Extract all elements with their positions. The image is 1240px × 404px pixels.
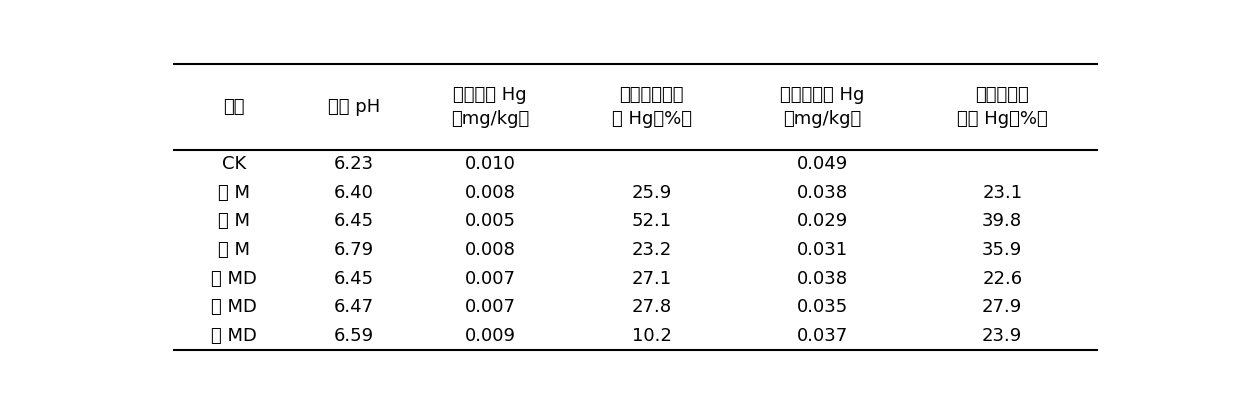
Text: 23.1: 23.1 bbox=[982, 184, 1022, 202]
Text: 27.9: 27.9 bbox=[982, 298, 1022, 316]
Text: 23.2: 23.2 bbox=[631, 241, 672, 259]
Text: 0.035: 0.035 bbox=[796, 298, 848, 316]
Text: 22.6: 22.6 bbox=[982, 270, 1022, 288]
Text: 土壤 pH: 土壤 pH bbox=[329, 98, 381, 116]
Text: 0.037: 0.037 bbox=[796, 327, 848, 345]
Text: 39.8: 39.8 bbox=[982, 213, 1022, 230]
Text: 低 MD: 低 MD bbox=[211, 270, 257, 288]
Text: 6.45: 6.45 bbox=[334, 270, 374, 288]
Text: 水稻籽粒 Hg
（mg/kg）: 水稻籽粒 Hg （mg/kg） bbox=[451, 86, 529, 128]
Text: 降低水稻籽粒
总 Hg（%）: 降低水稻籽粒 总 Hg（%） bbox=[611, 86, 692, 128]
Text: 降低土壤有
效态 Hg（%）: 降低土壤有 效态 Hg（%） bbox=[957, 86, 1048, 128]
Text: 0.008: 0.008 bbox=[465, 241, 516, 259]
Text: 0.029: 0.029 bbox=[796, 213, 848, 230]
Text: 0.005: 0.005 bbox=[465, 213, 516, 230]
Text: 6.40: 6.40 bbox=[335, 184, 374, 202]
Text: 0.038: 0.038 bbox=[797, 270, 848, 288]
Text: 6.23: 6.23 bbox=[334, 155, 374, 173]
Text: 23.9: 23.9 bbox=[982, 327, 1022, 345]
Text: 0.010: 0.010 bbox=[465, 155, 516, 173]
Text: 10.2: 10.2 bbox=[631, 327, 672, 345]
Text: 0.031: 0.031 bbox=[797, 241, 848, 259]
Text: 土壤有效态 Hg
（mg/kg）: 土壤有效态 Hg （mg/kg） bbox=[780, 86, 864, 128]
Text: CK: CK bbox=[222, 155, 247, 173]
Text: 0.038: 0.038 bbox=[797, 184, 848, 202]
Text: 低 M: 低 M bbox=[218, 184, 250, 202]
Text: 0.009: 0.009 bbox=[465, 327, 516, 345]
Text: 27.8: 27.8 bbox=[631, 298, 672, 316]
Text: 27.1: 27.1 bbox=[631, 270, 672, 288]
Text: 高 MD: 高 MD bbox=[211, 327, 257, 345]
Text: 52.1: 52.1 bbox=[631, 213, 672, 230]
Text: 中 MD: 中 MD bbox=[211, 298, 257, 316]
Text: 0.007: 0.007 bbox=[465, 270, 516, 288]
Text: 6.45: 6.45 bbox=[334, 213, 374, 230]
Text: 高 M: 高 M bbox=[218, 241, 250, 259]
Text: 0.008: 0.008 bbox=[465, 184, 516, 202]
Text: 6.79: 6.79 bbox=[334, 241, 374, 259]
Text: 35.9: 35.9 bbox=[982, 241, 1022, 259]
Text: 中 M: 中 M bbox=[218, 213, 250, 230]
Text: 处理: 处理 bbox=[223, 98, 246, 116]
Text: 25.9: 25.9 bbox=[631, 184, 672, 202]
Text: 0.049: 0.049 bbox=[796, 155, 848, 173]
Text: 6.47: 6.47 bbox=[334, 298, 374, 316]
Text: 0.007: 0.007 bbox=[465, 298, 516, 316]
Text: 6.59: 6.59 bbox=[334, 327, 374, 345]
